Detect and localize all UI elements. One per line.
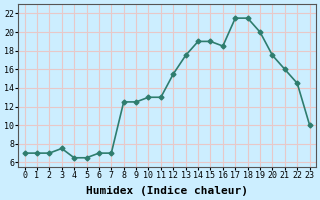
X-axis label: Humidex (Indice chaleur): Humidex (Indice chaleur) xyxy=(86,186,248,196)
